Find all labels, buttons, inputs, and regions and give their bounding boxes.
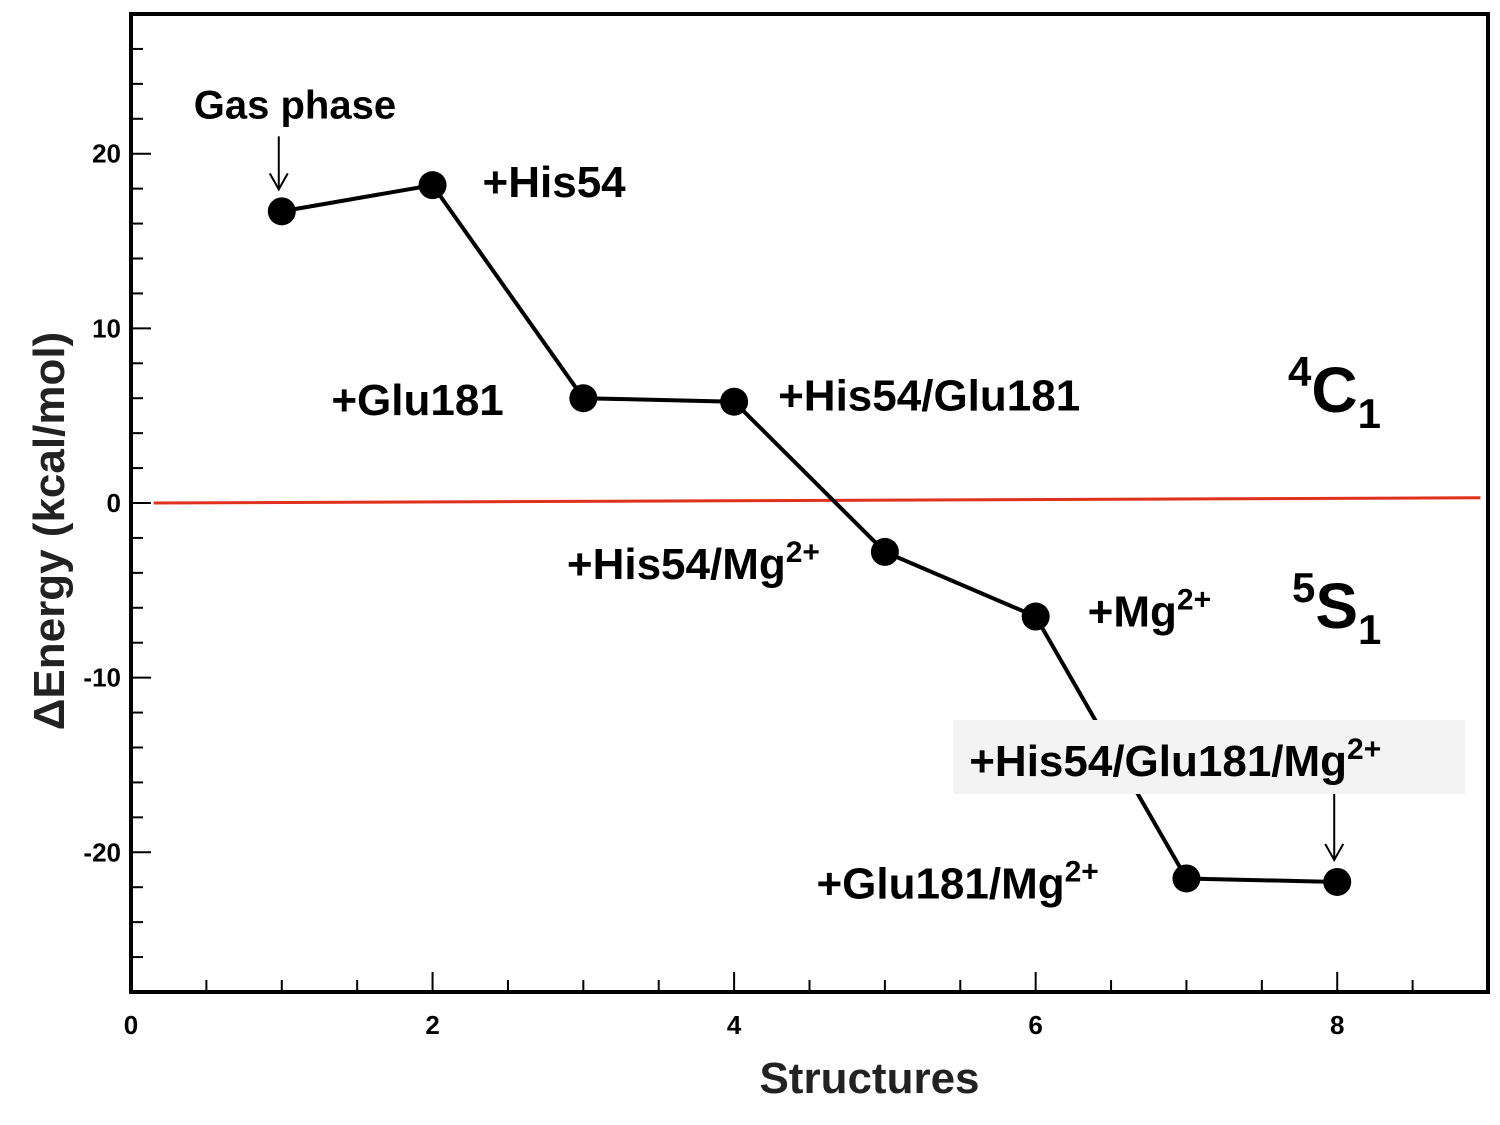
label-box [953, 719, 1466, 794]
point-labels: Gas phase +His54 +Glu181 +His54/Glu181 +His5… [194, 83, 1466, 908]
region-label: 5S1 [1292, 564, 1381, 653]
plot-frame [129, 12, 1490, 994]
x-tick-label: 6 [1028, 1010, 1042, 1040]
x-tick-label: 0 [124, 1010, 138, 1040]
point-label: Gas phase [194, 83, 396, 127]
data-point [569, 384, 598, 413]
point-label: +Glu181/Mg2+ [816, 855, 1098, 908]
y-tick-label: 0 [107, 488, 121, 518]
series-line [281, 182, 1338, 884]
y-axis-title: ΔEnergy (kcal/mol) [25, 332, 74, 730]
point-label: +Mg2+ [1088, 584, 1211, 637]
y-tick-label: -10 [83, 663, 121, 693]
x-tick-label: 2 [425, 1010, 439, 1040]
point-label: +His54 [483, 158, 627, 207]
point-label: +His54/Mg2+ [567, 536, 820, 589]
data-point [720, 387, 749, 416]
region-label: 4C1 [1288, 348, 1381, 437]
data-point [267, 197, 296, 226]
axis-ticks [131, 47, 1414, 992]
x-tick-label: 8 [1330, 1010, 1344, 1040]
data-point [1172, 864, 1201, 893]
y-tick-label: 10 [92, 313, 121, 343]
arrow-head [1324, 843, 1345, 863]
data-point [418, 171, 447, 200]
data-points [267, 171, 1352, 896]
zero-reference-line [153, 496, 1481, 505]
x-tick-label: 4 [727, 1010, 742, 1040]
data-point [1323, 867, 1352, 896]
y-tick-label: 20 [92, 139, 121, 169]
arrow-head [268, 172, 289, 192]
x-axis-title: Structures [759, 1054, 979, 1103]
point-label: +His54/Glu181/Mg2+ [969, 733, 1381, 786]
point-label: +His54/Glu181 [778, 372, 1080, 421]
point-label: +Glu181 [331, 376, 503, 425]
y-tick-label: -20 [83, 837, 121, 867]
data-point [1021, 602, 1050, 631]
region-labels: 4C1 5S1 [1288, 348, 1381, 653]
axis-tick-labels: 0 2 4 6 8 -20 -10 0 10 20 [83, 139, 1344, 1040]
data-point [870, 537, 899, 566]
